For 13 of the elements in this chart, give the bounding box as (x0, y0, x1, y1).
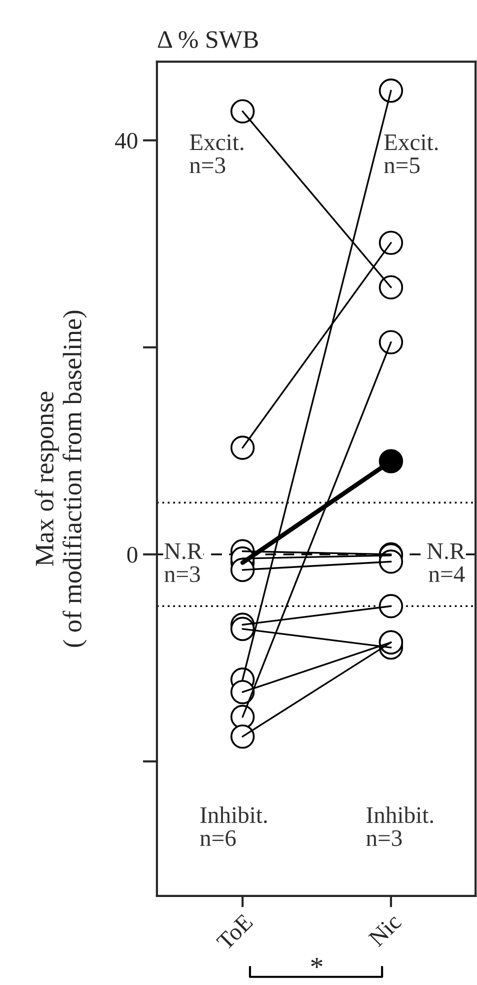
x-tick-label: Nic (368, 912, 402, 948)
chart-title: Δ % SWB (158, 31, 258, 48)
y-tick-label: 0 (127, 546, 138, 563)
annotation: N.R n=4 (427, 543, 466, 582)
x-tick-label: ToE (216, 913, 254, 951)
annotation: Inhibit. n=6 (200, 806, 267, 846)
text: * (311, 958, 322, 968)
y-tick-label: 40 (115, 132, 138, 149)
annotation: Inhibit. n=3 (366, 806, 434, 846)
annotation: Excit. n=3 (190, 134, 244, 174)
annotation: Excit. n=5 (384, 134, 438, 174)
y-axis-title: Max of response ( of modifiaction from baseline) (34, 310, 87, 647)
annotation: N.R n=3 (164, 543, 203, 582)
